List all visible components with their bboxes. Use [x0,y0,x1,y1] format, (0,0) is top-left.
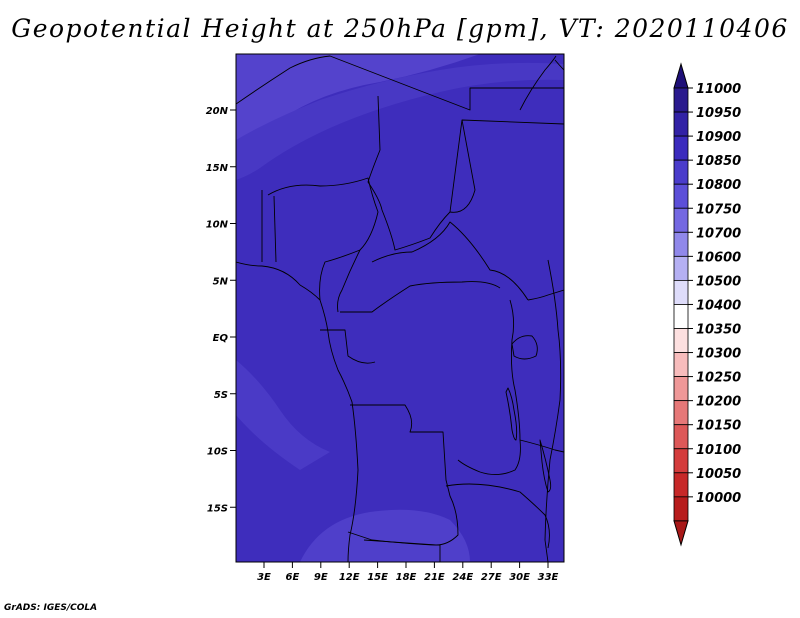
colorbar-label: 11000 [696,82,741,97]
colorbar-label: 10350 [696,323,741,338]
colorbar-label: 10250 [696,371,741,386]
colorbar-swatch [673,255,689,281]
lon-tick-label: 21E [424,572,445,583]
border-nigeria [267,177,379,301]
colorbar-label: 10050 [696,467,741,482]
lon-tick-label: 24E [452,572,473,583]
colorbar-swatch [673,183,689,209]
colorbar-label: 10900 [696,130,741,145]
lon-tick-label: 3E [257,572,271,583]
coastline-west-africa [236,261,359,562]
border-congo [340,281,501,313]
colorbar-label: 10800 [696,178,741,193]
lat-tick-label: 15S [207,503,228,514]
lon-tick-label: 18E [396,572,417,583]
colorbar-swatch [673,159,689,185]
colorbar-swatch [673,135,689,161]
colorbar-swatch [673,111,689,137]
gulf-coast-east [554,59,564,71]
colorbar-label: 10700 [696,226,741,241]
map-title: Geopotential Height at 250hPa [gpm], VT:… [11,14,789,43]
colorbar-label: 10600 [696,250,741,265]
south-band [300,509,470,562]
latitude-axis: 20N 15N 10N 5N EQ 5S 10S 15S [206,106,236,514]
lake-victoria [511,335,538,360]
lon-tick-label: 12E [339,572,360,583]
red-sea-coast [519,55,557,111]
colorbar-swatch [673,376,689,402]
lat-tick-label: 10S [207,447,228,458]
colorbar-swatch [673,231,689,257]
lon-tick-label: 15E [367,572,388,583]
lake-tanganyika [505,387,518,441]
colorbar-label: 10500 [696,274,741,289]
lon-tick-label: 27E [481,572,502,583]
colorbar-swatch [673,424,689,450]
colorbar-swatch [673,448,689,474]
map-area[interactable] [236,54,564,562]
border-sahara-north [236,55,564,111]
colorbar-label: 10950 [696,106,741,121]
colorbar-label: 10300 [696,347,741,362]
colorbar: 11000 10950 10900 10850 10800 10750 10700 10600… [673,62,741,547]
colorbar-swatch [673,207,689,233]
lat-tick-label: 15N [206,163,229,174]
border-benin [273,195,277,263]
colorbar-label: 10200 [696,395,741,410]
border-sudan [449,119,476,213]
coast-east [544,259,562,562]
southwest-band [236,360,330,470]
border-zambia [445,483,550,549]
colorbar-label: 10100 [696,443,741,458]
border-angola [350,404,459,546]
lon-tick-label: 30E [509,572,530,583]
lat-tick-label: 5S [214,390,228,401]
colorbar-swatch [673,496,689,522]
colorbar-top-arrow [673,62,689,89]
lat-tick-label: EQ [213,333,229,344]
border-namibia [347,531,441,562]
colorbar-swatch [673,472,689,498]
border-chad [367,95,564,251]
colorbar-label: 10000 [696,491,741,506]
colorbar-swatch [673,279,689,305]
lon-tick-label: 6E [286,572,300,583]
country-borders [236,55,564,562]
colorbar-swatch [673,400,689,426]
lat-tick-label: 20N [206,106,229,117]
border-kenya [527,289,564,301]
border-car [371,221,529,301]
colorbar-swatch [673,328,689,353]
colorbar-label: 10400 [696,298,741,313]
colorbar-label: 10850 [696,154,741,169]
colorbar-label: 10750 [696,202,741,217]
colorbar-swatch [673,352,689,377]
colorbar-swatch [673,304,689,329]
north-mid-band [236,54,480,142]
lat-tick-label: 10N [206,220,229,231]
lat-tick-label: 5N [213,276,229,287]
north-inner-band [236,62,564,180]
border-gabon [320,329,376,364]
colorbar-label: 10150 [696,419,741,434]
colorbar-swatch [673,87,689,113]
lon-tick-label: 9E [314,572,328,583]
colorbar-bottom-arrow [673,520,689,547]
longitude-axis: 3E 6E 9E 12E 15E 18E 21E 24E 27E 30E 33E [257,562,559,583]
map-frame [235,53,565,563]
border-cameroon [337,249,361,313]
lake-malawi [539,439,552,493]
lon-tick-label: 33E [538,572,559,583]
grads-credit: GrADS: IGES/COLA [4,603,98,613]
